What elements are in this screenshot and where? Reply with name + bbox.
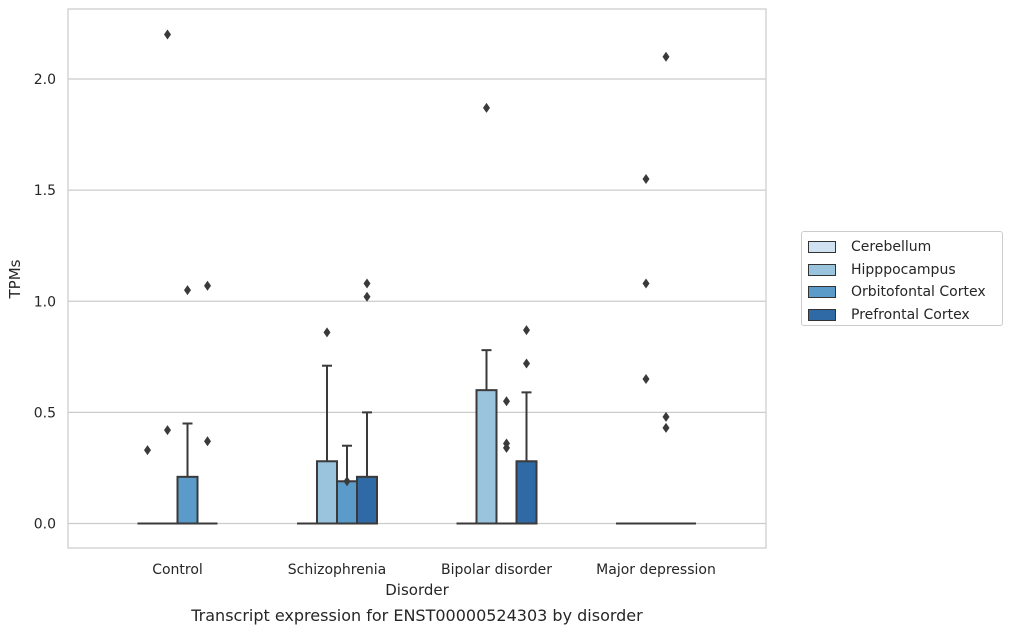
outlier-point xyxy=(164,29,171,40)
box xyxy=(475,389,498,525)
box-group xyxy=(316,327,338,525)
outlier-point xyxy=(323,327,331,338)
outlier-point xyxy=(363,278,371,289)
outlier-point xyxy=(642,374,650,385)
gridlines xyxy=(68,78,766,525)
outlier-point xyxy=(662,411,670,422)
box-group xyxy=(475,102,498,525)
y-tick-labels: 0.0 0.5 1.0 1.5 2.0 xyxy=(34,72,56,533)
legend-swatch-prefrontal xyxy=(808,308,836,321)
outlier-point xyxy=(523,325,530,336)
legend: Cerebellum Hipppocampus Orbitofontal Cor… xyxy=(801,231,1003,326)
y-tick-label: 1.5 xyxy=(34,183,56,199)
legend-label-orbitofrontal: Orbitofontal Cortex xyxy=(851,284,986,301)
legend-swatch-cerebellum xyxy=(808,241,836,254)
x-axis-label: Disorder xyxy=(385,581,449,599)
x-tick-labels: Control Schizophrenia Bipolar disorder Majo… xyxy=(152,562,716,578)
x-tick-label: Bipolar disorder xyxy=(441,562,552,578)
y-tick-label: 2.0 xyxy=(34,72,56,88)
outlier-point xyxy=(204,436,211,447)
outlier-point xyxy=(523,358,530,369)
y-tick-label: 1.0 xyxy=(34,294,56,310)
legend-label-cerebellum: Cerebellum xyxy=(851,239,932,256)
legend-label-prefrontal: Prefrontal Cortex xyxy=(851,306,970,323)
outlier-point xyxy=(642,278,650,289)
x-tick-label: Major depression xyxy=(596,562,716,578)
legend-swatch-orbitofrontal xyxy=(808,286,836,299)
outlier-point xyxy=(662,51,670,62)
outlier-point xyxy=(503,438,510,449)
outlier-point xyxy=(164,425,171,436)
box xyxy=(316,460,338,525)
outlier-point xyxy=(363,291,371,302)
legend-item-hippocampus: Hipppocampus xyxy=(808,259,1002,282)
legend-item-orbitofrontal: Orbitofontal Cortex xyxy=(808,281,1002,304)
box xyxy=(176,475,199,525)
box-group xyxy=(137,445,158,525)
legend-swatch-hippocampus xyxy=(808,263,836,276)
box-group xyxy=(176,285,199,525)
box-layer xyxy=(137,29,696,525)
legend-item-cerebellum: Cerebellum xyxy=(808,236,1002,259)
y-tick-label: 0.0 xyxy=(34,517,56,533)
box-group xyxy=(197,280,218,525)
plot-frame xyxy=(67,8,767,549)
outlier-point xyxy=(503,396,510,407)
legend-item-prefrontal: Prefrontal Cortex xyxy=(808,304,1002,327)
box xyxy=(356,475,378,525)
chart-caption: Transcript expression for ENST0000052430… xyxy=(191,606,643,625)
box-group xyxy=(336,444,358,525)
y-tick-label: 0.5 xyxy=(34,405,56,421)
x-tick-label: Schizophrenia xyxy=(288,562,386,578)
box xyxy=(515,460,538,525)
outlier-point xyxy=(642,174,650,185)
outlier-point xyxy=(662,422,670,433)
outlier-point xyxy=(204,280,211,291)
box-group xyxy=(356,278,378,525)
outlier-point xyxy=(483,102,490,113)
box-group xyxy=(157,29,178,525)
outlier-point xyxy=(144,445,151,456)
box-group xyxy=(656,51,676,525)
outlier-point xyxy=(184,285,191,296)
box xyxy=(336,480,358,525)
box-group xyxy=(636,174,656,525)
box-group xyxy=(496,396,517,525)
y-axis-label: TPMs xyxy=(6,259,24,299)
x-tick-label: Control xyxy=(152,562,203,578)
box-group xyxy=(515,325,538,525)
legend-label-hippocampus: Hipppocampus xyxy=(851,261,956,278)
outlier-point xyxy=(343,476,351,487)
